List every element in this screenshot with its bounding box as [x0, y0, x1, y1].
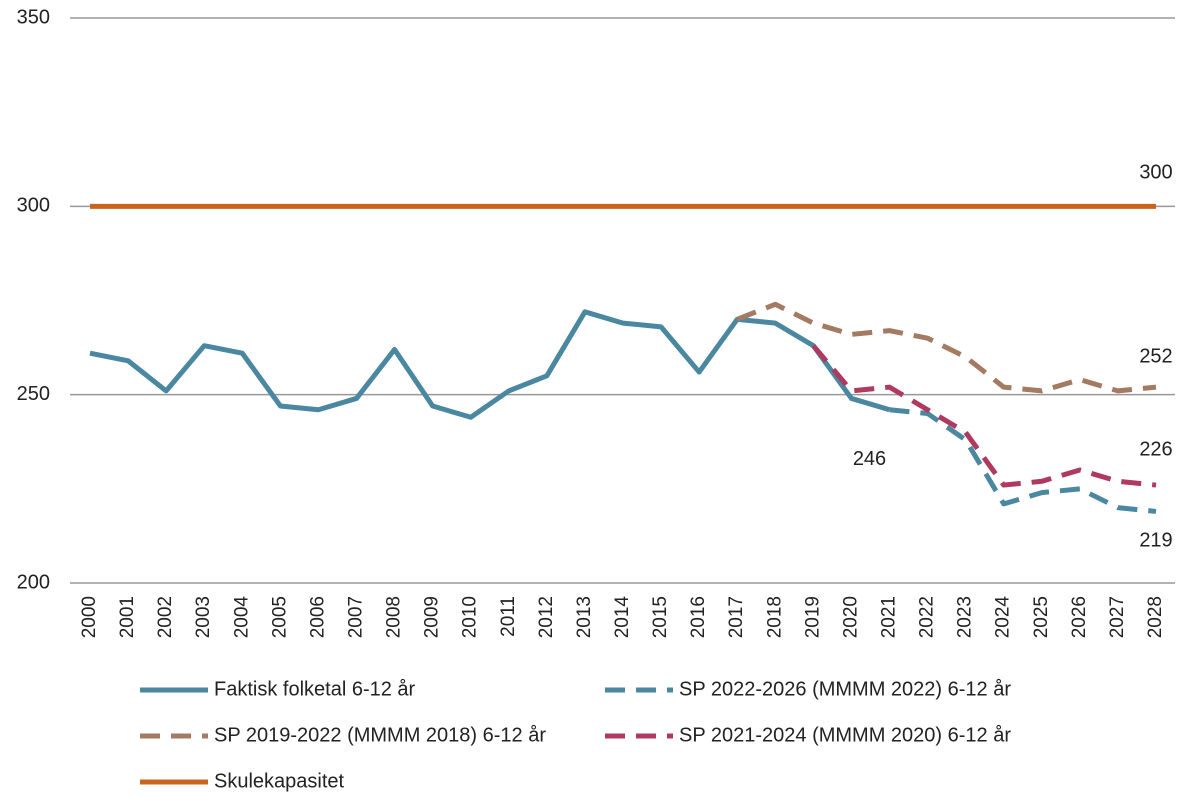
legend-label: Faktisk folketal 6-12 år [214, 678, 416, 700]
x-tick-label: 2004 [231, 596, 252, 639]
series-line [811, 344, 1157, 488]
legend-label: Skulekapasitet [214, 770, 345, 792]
x-tick-label: 2003 [193, 596, 214, 638]
x-tick-label: 2009 [422, 596, 443, 638]
y-tick-label: 250 [17, 383, 50, 405]
x-tick-label: 2028 [1145, 596, 1166, 638]
x-tick-label: 2011 [498, 596, 519, 637]
legend-label: SP 2021-2024 (MMMM 2020) 6-12 år [679, 724, 1011, 746]
data-label: 252 [1139, 345, 1172, 367]
series-line [736, 301, 1157, 394]
x-tick-label: 2017 [726, 596, 747, 638]
x-tick-label: 2016 [688, 596, 709, 638]
x-tick-label: 2019 [802, 596, 823, 638]
x-tick-label: 2005 [269, 596, 290, 638]
x-tick-label: 2013 [574, 596, 595, 638]
series-line [89, 309, 891, 420]
data-label: 226 [1139, 438, 1172, 460]
y-tick-label: 200 [17, 571, 50, 593]
x-tick-label: 2001 [117, 596, 138, 638]
data-label: 300 [1139, 162, 1172, 184]
x-tick-label: 2002 [155, 596, 176, 638]
x-tick-label: 2027 [1107, 596, 1128, 638]
x-tick-label: 2000 [79, 596, 100, 638]
y-tick-label: 300 [17, 195, 50, 217]
x-tick-label: 2025 [1031, 596, 1052, 638]
data-label: 246 [853, 448, 886, 470]
x-tick-label: 2018 [764, 596, 785, 638]
data-label: 219 [1139, 530, 1172, 552]
x-tick-label: 2010 [460, 596, 481, 638]
x-tick-label: 2020 [840, 596, 861, 638]
x-tick-label: 2008 [384, 596, 405, 638]
x-tick-label: 2022 [917, 596, 938, 638]
x-tick-label: 2015 [650, 596, 671, 638]
series-line [889, 407, 1157, 514]
legend-label: SP 2022-2026 (MMMM 2022) 6-12 år [679, 678, 1011, 700]
x-tick-label: 2006 [307, 596, 328, 638]
x-tick-label: 2026 [1069, 596, 1090, 638]
x-tick-label: 2014 [612, 596, 633, 639]
x-tick-label: 2007 [346, 596, 367, 638]
x-tick-label: 2021 [879, 596, 900, 638]
y-tick-label: 350 [17, 6, 50, 28]
x-tick-label: 2024 [993, 596, 1014, 639]
x-tick-label: 2012 [536, 596, 557, 638]
x-tick-label: 2023 [955, 596, 976, 638]
legend-label: SP 2019-2022 (MMMM 2018) 6-12 år [214, 724, 546, 746]
